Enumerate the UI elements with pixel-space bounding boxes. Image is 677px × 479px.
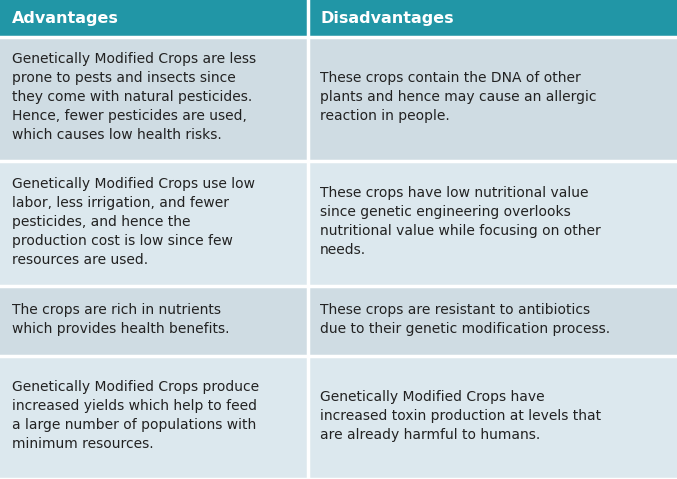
Text: Genetically Modified Crops are less
prone to pests and insects since
they come w: Genetically Modified Crops are less pron…	[12, 52, 257, 142]
Bar	[308, 286, 677, 356]
Bar	[308, 160, 677, 286]
Bar	[308, 356, 677, 479]
Bar	[0, 0, 308, 37]
Bar	[0, 160, 308, 286]
Bar	[0, 356, 308, 479]
Text: These crops have low nutritional value
since genetic engineering overlooks
nutri: These crops have low nutritional value s…	[320, 186, 601, 257]
Bar	[0, 286, 308, 356]
Text: Genetically Modified Crops produce
increased yields which help to feed
a large n: Genetically Modified Crops produce incre…	[12, 380, 259, 451]
Text: Genetically Modified Crops use low
labor, less irrigation, and fewer
pesticides,: Genetically Modified Crops use low labor…	[12, 177, 255, 267]
Text: Disadvantages: Disadvantages	[320, 11, 454, 26]
Text: The crops are rich in nutrients
which provides health benefits.: The crops are rich in nutrients which pr…	[12, 303, 230, 336]
Bar	[308, 37, 677, 160]
Bar	[308, 0, 677, 37]
Text: Advantages: Advantages	[12, 11, 119, 26]
Bar	[0, 37, 308, 160]
Text: Genetically Modified Crops have
increased toxin production at levels that
are al: Genetically Modified Crops have increase…	[320, 390, 601, 442]
Text: These crops contain the DNA of other
plants and hence may cause an allergic
reac: These crops contain the DNA of other pla…	[320, 71, 596, 123]
Text: These crops are resistant to antibiotics
due to their genetic modification proce: These crops are resistant to antibiotics…	[320, 303, 611, 336]
